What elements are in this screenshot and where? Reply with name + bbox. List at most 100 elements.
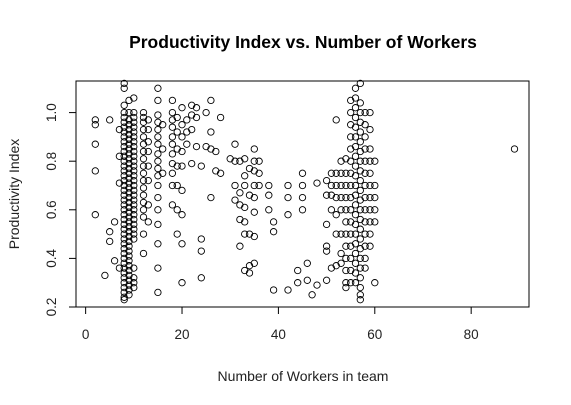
data-point [356, 206, 364, 214]
data-point [298, 169, 307, 177]
data-point [351, 142, 360, 151]
data-point [130, 283, 138, 292]
y-tick-label: 0.6 [44, 200, 59, 219]
data-point [327, 206, 336, 214]
data-point [342, 218, 350, 226]
data-point [168, 123, 177, 131]
data-point [212, 167, 220, 175]
data-point [125, 108, 133, 117]
data-point [139, 206, 148, 214]
data-point [144, 116, 152, 124]
data-point [351, 220, 360, 229]
data-point [226, 155, 234, 163]
data-point [366, 157, 374, 165]
data-point [173, 128, 181, 136]
data-point [125, 237, 133, 246]
data-point [168, 140, 177, 148]
data-point [351, 181, 360, 190]
data-point [168, 169, 177, 177]
data-point [342, 155, 350, 163]
data-point [110, 218, 119, 226]
data-point [168, 150, 177, 158]
data-point [139, 213, 148, 221]
data-point [342, 266, 350, 275]
data-point [351, 249, 360, 258]
data-point [144, 176, 152, 185]
data-point [371, 181, 379, 190]
data-point [347, 206, 355, 214]
y-tick-label: 1.0 [44, 103, 59, 122]
data-point [347, 145, 355, 153]
data-point [91, 140, 99, 148]
data-point [347, 193, 355, 202]
data-point [361, 133, 369, 141]
data-point [154, 133, 162, 141]
data-point [130, 264, 138, 272]
data-point [366, 181, 374, 190]
data-point [231, 157, 239, 165]
data-point [351, 240, 360, 248]
data-point [361, 230, 369, 238]
data-point [347, 230, 355, 238]
data-point [347, 242, 355, 250]
data-point [125, 116, 133, 124]
data-point [139, 133, 148, 141]
data-point [250, 157, 258, 165]
data-point [356, 264, 364, 272]
data-point [188, 159, 196, 168]
data-point [327, 169, 336, 177]
data-point [115, 125, 124, 134]
data-point [356, 291, 364, 299]
data-point [125, 291, 133, 299]
data-point [366, 169, 374, 177]
data-point [144, 147, 152, 156]
data-point [361, 181, 369, 190]
data-point [303, 276, 311, 284]
data-point [130, 172, 138, 180]
data-point [245, 191, 254, 199]
data-point [342, 169, 350, 177]
data-point [284, 193, 292, 202]
data-point [351, 259, 360, 267]
data-point [351, 269, 360, 277]
data-point [192, 142, 201, 151]
data-point [342, 193, 350, 202]
data-point [130, 152, 138, 160]
data-point [183, 140, 191, 148]
data-point [139, 118, 148, 126]
data-point [120, 181, 128, 190]
y-tick-label: 0.2 [44, 298, 59, 317]
y-tick-label: 0.4 [44, 249, 59, 268]
data-point [120, 167, 128, 175]
data-point [241, 181, 249, 190]
data-point [144, 138, 152, 146]
data-point [139, 108, 148, 117]
data-point [294, 279, 302, 287]
data-point [366, 206, 374, 214]
data-point [347, 108, 355, 117]
data-point [337, 193, 345, 202]
data-point [236, 157, 244, 165]
data-point [308, 291, 316, 299]
data-point [139, 125, 148, 134]
data-point [231, 196, 239, 204]
data-point [159, 145, 167, 153]
data-point [322, 247, 331, 255]
data-point [173, 230, 181, 238]
data-point [231, 181, 239, 190]
data-point [342, 254, 350, 263]
data-point [197, 247, 205, 255]
data-point [351, 201, 360, 209]
data-point [125, 266, 133, 275]
data-point [366, 145, 374, 153]
data-point [356, 118, 364, 126]
data-point [255, 169, 263, 177]
data-point [202, 108, 210, 117]
x-tick-label: 60 [367, 327, 382, 342]
data-point [192, 113, 201, 122]
data-point [303, 259, 311, 267]
data-point [361, 242, 369, 250]
data-point [371, 279, 379, 287]
data-point [173, 162, 181, 170]
data-point [168, 181, 177, 190]
